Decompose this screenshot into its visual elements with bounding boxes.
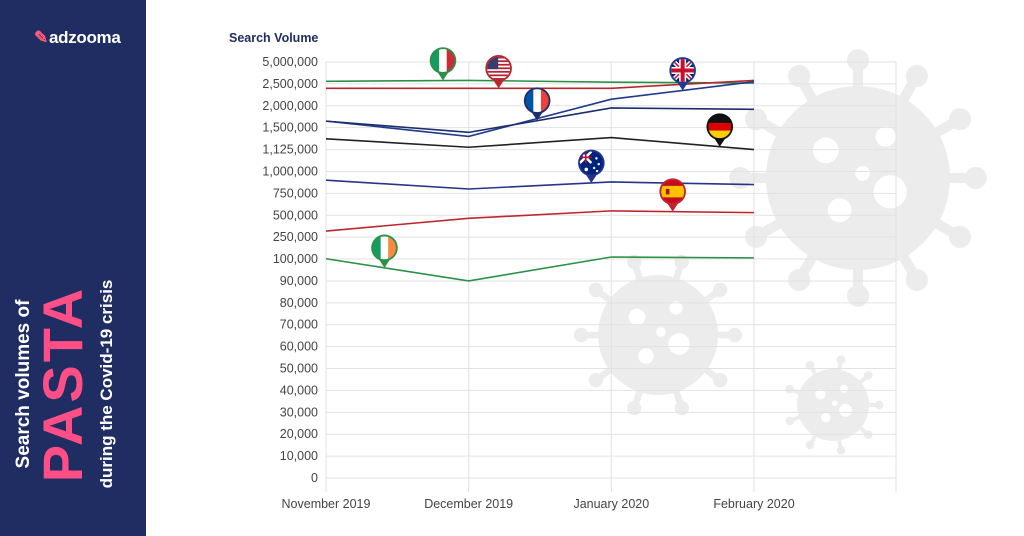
y-tick-label: 1,000,000	[262, 164, 318, 178]
x-tick-label: February 2020	[713, 497, 794, 511]
spain-flag-marker	[659, 178, 686, 212]
y-tick-label: 100,000	[273, 252, 318, 266]
x-axis-ticks: November 2019 December 2019 January 2020 Fe…	[282, 497, 795, 511]
y-tick-label: 500,000	[273, 208, 318, 222]
series-line-france	[325, 107, 755, 134]
france-flag-marker	[523, 87, 551, 121]
sidebar-title: Search volumes of PASTA during the Covid…	[0, 0, 146, 536]
virus-icon	[729, 49, 987, 307]
y-tick-label: 5,000,000	[262, 55, 318, 69]
uk-flag-marker	[669, 57, 696, 91]
y-axis-ticks: 5,000,000 2,500,000 2,000,000 1,500,000 1,12…	[262, 55, 318, 485]
brand-name: adzooma	[48, 28, 121, 47]
x-tick-label: November 2019	[282, 497, 371, 511]
brand-logo: ✎adzooma	[34, 28, 121, 48]
y-tick-label: 20,000	[280, 427, 318, 441]
y-tick-label: 2,500,000	[262, 77, 318, 91]
series-line-spain	[325, 210, 755, 232]
x-tick-label: January 2020	[573, 497, 649, 511]
y-tick-label: 250,000	[273, 230, 318, 244]
search-volume-chart: Search Volume 5,000,000 2,500,000 2,000,00…	[229, 31, 987, 511]
chart-grid	[325, 61, 897, 492]
ireland-flag-marker	[371, 234, 398, 268]
y-tick-label: 70,000	[280, 318, 318, 332]
series-line-germany	[325, 136, 755, 151]
usa-flag-marker	[485, 54, 512, 89]
title-line-3: during the Covid-19 crisis	[97, 279, 116, 489]
y-axis-label: Search Volume	[229, 31, 318, 45]
y-tick-label: 0	[311, 471, 318, 485]
y-tick-label: 1,500,000	[262, 121, 318, 135]
italy-flag-marker	[429, 47, 457, 81]
virus-icon	[785, 355, 884, 455]
y-tick-label: 750,000	[273, 186, 318, 200]
y-tick-label: 40,000	[280, 383, 318, 397]
sidebar: ✎adzooma Search volumes of PASTA during …	[0, 0, 146, 536]
logo-mark-icon: ✎	[34, 28, 48, 47]
title-line-2: PASTA	[31, 285, 94, 483]
germany-flag-marker	[706, 113, 734, 147]
flag-markers	[371, 47, 734, 268]
series-line-australia	[325, 179, 755, 190]
series-line-uk	[325, 80, 755, 138]
virus-icon	[574, 254, 742, 416]
y-tick-label: 50,000	[280, 362, 318, 376]
y-tick-label: 90,000	[280, 274, 318, 288]
y-tick-label: 2,000,000	[262, 99, 318, 113]
virus-decoration	[574, 49, 987, 455]
series-line-ireland	[325, 256, 755, 282]
australia-flag-marker	[578, 149, 605, 183]
x-tick-label: December 2019	[424, 497, 513, 511]
y-tick-label: 10,000	[280, 449, 318, 463]
y-tick-label: 60,000	[280, 340, 318, 354]
y-tick-label: 80,000	[280, 296, 318, 310]
y-tick-label: 1,125,000	[262, 143, 318, 157]
y-tick-label: 30,000	[280, 405, 318, 419]
